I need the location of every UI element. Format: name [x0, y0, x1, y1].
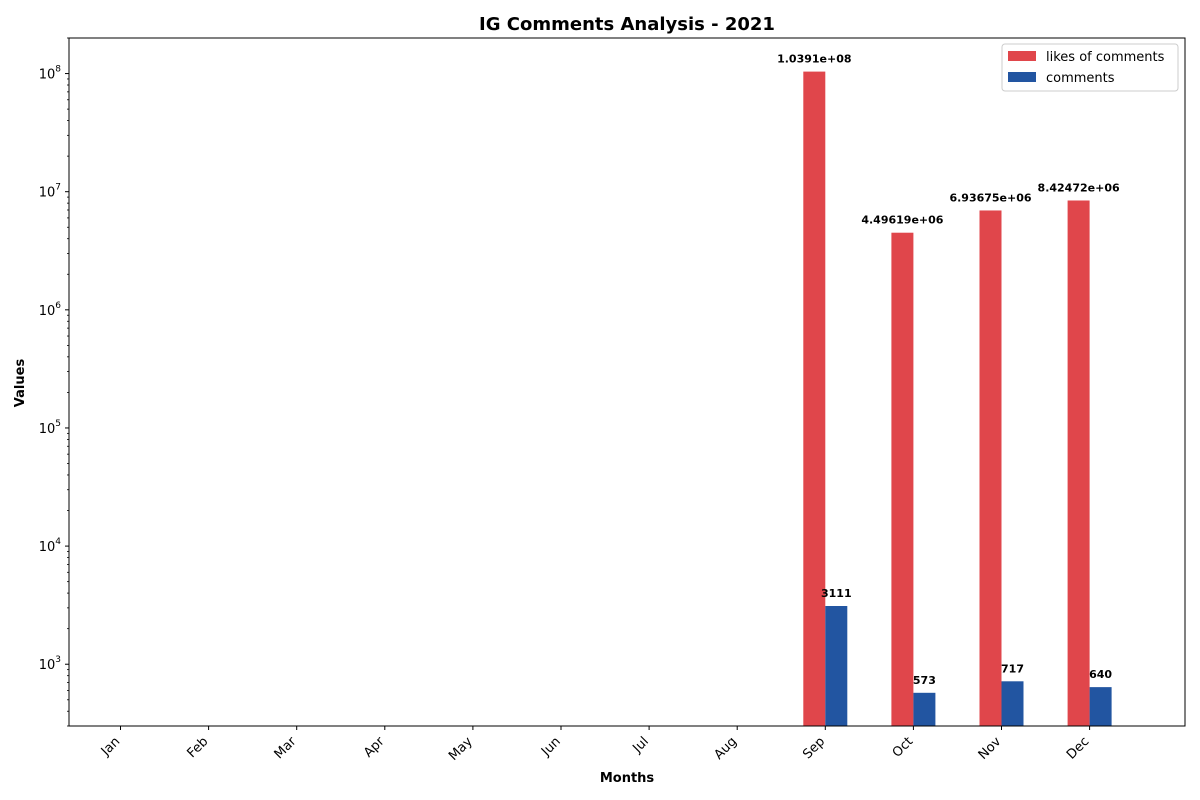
y-tick-label: 108	[39, 65, 62, 83]
y-tick-exponent: 8	[55, 65, 61, 75]
x-tick-label: Mar	[272, 734, 300, 762]
bar-likes-of-comments	[891, 232, 914, 726]
data-label: 3111	[821, 587, 852, 600]
x-tick-label: Feb	[185, 734, 212, 761]
legend: likes of comments comments	[1001, 43, 1179, 92]
y-tick-label: 106	[39, 301, 62, 319]
x-tick-label: May	[446, 734, 476, 764]
x-tick-label: Jan	[98, 734, 123, 759]
y-tick-exponent: 7	[55, 183, 61, 193]
data-label: 4.49619e+06	[861, 214, 943, 227]
plot-frame	[68, 37, 1186, 727]
y-tick-base: 10	[39, 540, 56, 555]
legend-box	[1001, 43, 1179, 92]
x-axis-label: Months	[600, 771, 655, 786]
x-tick-label: Sep	[800, 734, 828, 762]
y-tick-label: 104	[39, 537, 62, 555]
y-tick-base: 10	[39, 658, 56, 673]
legend-swatch	[1008, 51, 1036, 61]
y-tick-exponent: 4	[55, 537, 61, 547]
x-tick-label: Jul	[630, 734, 652, 756]
bar-likes-of-comments	[1067, 200, 1090, 726]
x-tick-label: Oct	[890, 734, 917, 761]
x-tick-label: Aug	[711, 734, 740, 763]
data-label: 640	[1089, 668, 1112, 681]
x-tick-label: Apr	[361, 734, 388, 761]
y-tick-base: 10	[39, 68, 56, 83]
bar-comments	[825, 606, 848, 726]
y-axis-label: Values	[13, 359, 28, 408]
y-tick-base: 10	[39, 186, 56, 201]
y-tick-label: 105	[39, 419, 61, 437]
data-label: 1.0391e+08	[777, 53, 851, 66]
x-tick-label: Jun	[538, 734, 564, 760]
y-tick-base: 10	[39, 304, 56, 319]
y-tick-exponent: 6	[55, 301, 61, 311]
y-tick-exponent: 5	[55, 419, 61, 429]
bar-comments	[913, 692, 936, 726]
y-tick-label: 103	[39, 655, 61, 673]
x-tick-label: Nov	[976, 734, 1005, 763]
bar-likes-of-comments	[979, 210, 1002, 727]
legend-swatch	[1008, 72, 1036, 82]
x-tick-label: Dec	[1064, 734, 1092, 762]
data-label: 6.93675e+06	[949, 191, 1031, 204]
chart-title: IG Comments Analysis - 2021	[479, 14, 775, 35]
bar-likes-of-comments	[803, 71, 826, 727]
y-tick-base: 10	[39, 422, 56, 437]
data-label: 717	[1001, 662, 1024, 675]
y-tick-exponent: 3	[55, 655, 61, 665]
legend-label: comments	[1046, 71, 1115, 86]
data-label: 573	[913, 674, 936, 687]
bar-comments	[1089, 687, 1112, 726]
legend-label: likes of comments	[1046, 50, 1165, 65]
y-tick-label: 107	[39, 183, 61, 201]
data-label: 8.42472e+06	[1038, 181, 1120, 194]
bar-comments	[1001, 681, 1024, 726]
